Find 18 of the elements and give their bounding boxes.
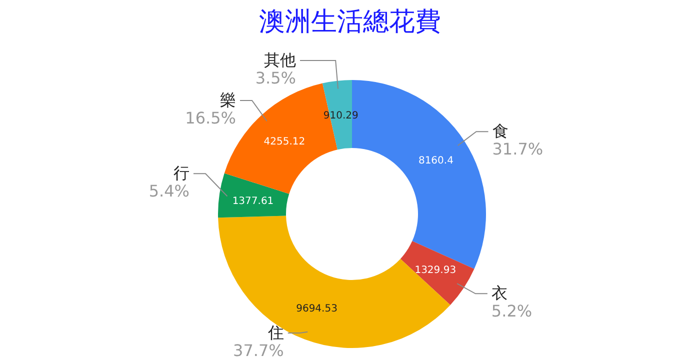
slice-label: 住 [266,323,284,342]
text: 16.5% [185,108,236,128]
text: 5.2% [491,302,532,321]
text: 3.5% [255,68,296,88]
text: 31.7% [492,140,544,159]
data-label: 9694.53 [296,304,338,315]
data-label: 4255.12 [264,136,306,148]
chart-title: 澳洲生活總花費 [259,7,441,37]
data-label: 1329.93 [414,265,456,276]
data-label: 8160.4 [418,156,454,167]
text: 37.7% [233,341,284,360]
slice-label: 食 [492,122,508,141]
slice-label: 樂 [220,90,236,110]
text: 5.4% [148,182,190,201]
slice-label: 其他 [264,50,296,70]
slice-label: 行 [173,164,190,183]
slice-label: 衣 [491,284,508,303]
data-label: 1377.61 [232,196,274,207]
